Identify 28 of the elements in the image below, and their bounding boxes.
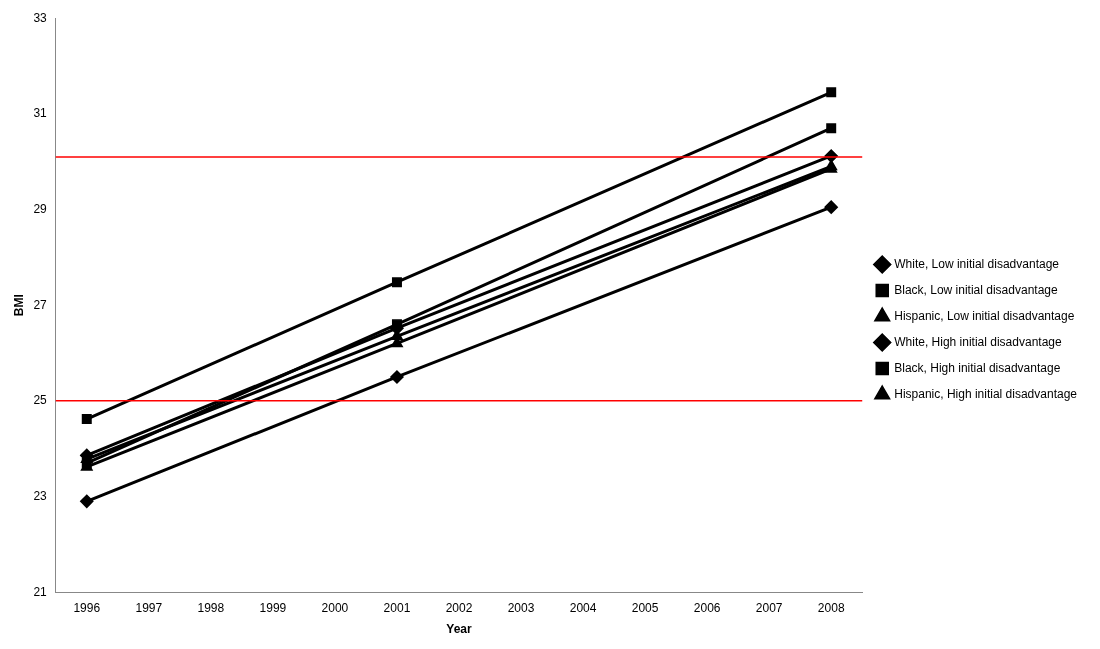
legend-label: Hispanic, Low initial disadvantage [894, 308, 1075, 323]
x-tick-label: 1998 [197, 600, 225, 615]
y-tick-label: 31 [33, 106, 48, 121]
x-tick-label: 2002 [445, 600, 473, 615]
y-tick-label: 25 [33, 393, 48, 408]
x-tick-label: 2004 [569, 600, 597, 615]
x-tick-label: 2003 [507, 600, 535, 615]
legend-label: Black, High initial disadvantage [894, 360, 1061, 375]
y-tick-label: 21 [33, 584, 48, 599]
legend-label: Hispanic, High initial disadvantage [894, 386, 1078, 401]
legend-label: White, High initial disadvantage [894, 334, 1062, 349]
x-tick-label: 1999 [259, 600, 287, 615]
x-axis-title: Year [446, 622, 472, 637]
x-tick-label: 2006 [693, 600, 721, 615]
legend-label: White, Low initial disadvantage [894, 256, 1060, 271]
y-tick-label: 23 [33, 488, 48, 503]
y-axis-title: BMI [11, 294, 26, 317]
x-tick-label: 2007 [755, 600, 783, 615]
y-tick-label: 29 [33, 201, 48, 216]
x-tick-label: 1997 [135, 600, 163, 615]
x-tick-label: 2001 [383, 600, 411, 615]
x-tick-label: 2005 [631, 600, 659, 615]
y-tick-label: 33 [33, 10, 48, 25]
y-tick-label: 27 [33, 297, 48, 312]
x-tick-label: 1996 [73, 600, 101, 615]
legend-label: Black, Low initial disadvantage [894, 282, 1058, 297]
x-tick-label: 2000 [321, 600, 349, 615]
x-tick-label: 2008 [817, 600, 845, 615]
